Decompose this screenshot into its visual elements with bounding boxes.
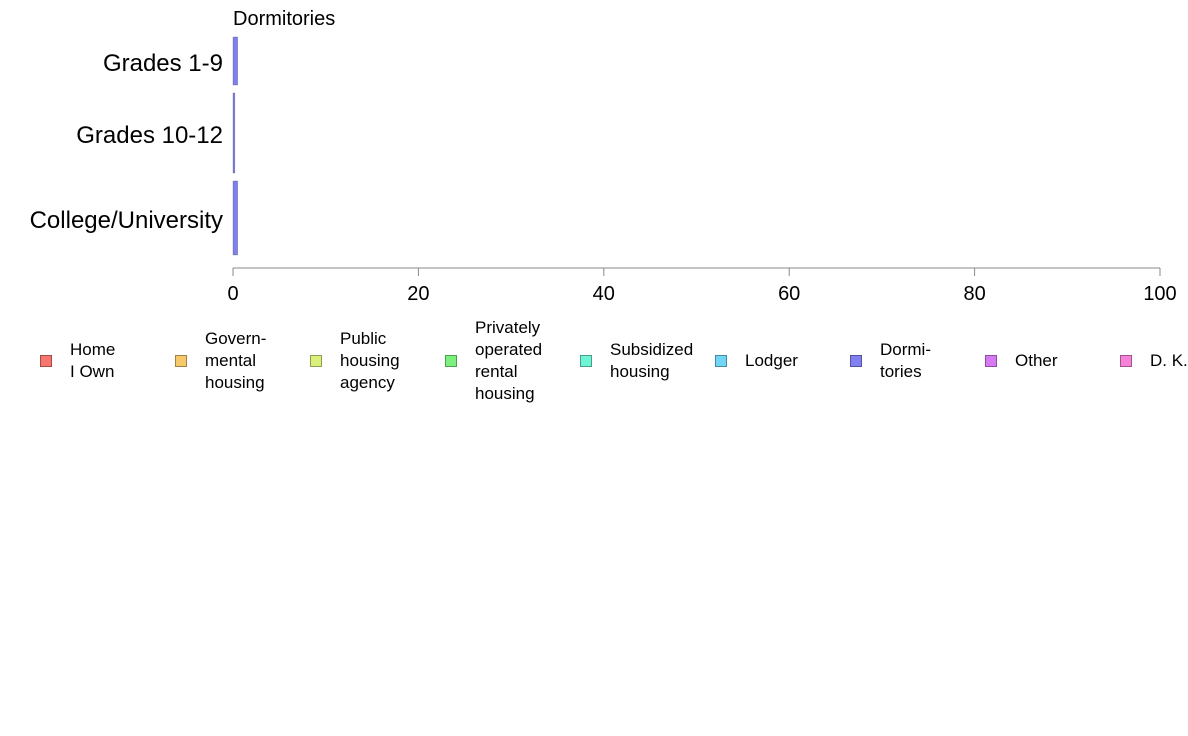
legend-item-dormi-tories: Dormi- tories <box>850 318 931 404</box>
legend-swatch <box>850 355 862 367</box>
chart-title: Dormitories <box>233 8 335 30</box>
x-tick-label-100: 100 <box>1143 283 1176 305</box>
y-label-college-university: College/University <box>30 207 223 234</box>
legend-swatch <box>580 355 592 367</box>
legend-label: Subsidized housing <box>610 340 694 381</box>
legend-swatch <box>445 355 457 367</box>
legend: Home I Own Govern- mental housing Public h… <box>0 318 1188 408</box>
bar-chart-svg: Dormitories Grades 1-9 Grades 10-12 Colleg… <box>30 8 1177 305</box>
x-tick-label-40: 40 <box>593 283 615 305</box>
legend-swatch <box>310 355 322 367</box>
legend-item-privately-operated-rental-housing: Privately operated rental housing <box>445 318 542 404</box>
bar-grades-1-9-dormi-tories <box>232 36 238 86</box>
legend-label: Public housing agency <box>340 329 400 392</box>
legend-item-subsidized-housing: Subsidized housing <box>580 318 693 404</box>
chart: Dormitories Grades 1-9 Grades 10-12 Colleg… <box>30 8 1177 305</box>
legend-label: Dormi- tories <box>880 340 931 381</box>
bar-college-university-dormi-tories <box>232 180 238 256</box>
x-tick-label-60: 60 <box>778 283 800 305</box>
legend-item-home-i-own: Home I Own <box>40 318 115 404</box>
x-tick-label-80: 80 <box>963 283 985 305</box>
y-label-grades-1-9: Grades 1-9 <box>103 50 223 77</box>
legend-label: Other <box>1015 351 1058 370</box>
y-axis-labels: Grades 1-9 Grades 10-12 College/University <box>30 50 223 234</box>
legend-item-d-k: D. K. <box>1120 318 1188 404</box>
legend-swatch <box>1120 355 1132 367</box>
y-label-grades-10-12: Grades 10-12 <box>76 122 223 149</box>
legend-item-public-housing-agency: Public housing agency <box>310 318 400 404</box>
legend-item-govern-mental-housing: Govern- mental housing <box>175 318 266 404</box>
legend-label: Home I Own <box>70 340 116 381</box>
x-tick-label-20: 20 <box>407 283 429 305</box>
legend-swatch <box>715 355 727 367</box>
legend-label: Privately operated rental housing <box>475 318 543 403</box>
bars-group <box>232 36 238 256</box>
legend-label: D. K. <box>1150 351 1188 370</box>
legend-swatch <box>175 355 187 367</box>
legend-swatch <box>985 355 997 367</box>
legend-label: Govern- mental housing <box>205 329 267 392</box>
x-tick-label-0: 0 <box>227 283 238 305</box>
x-axis-ticks: 0 20 40 60 80 100 <box>227 268 1177 305</box>
legend-item-lodger: Lodger <box>715 318 798 404</box>
legend-item-other: Other <box>985 318 1058 404</box>
bar-grades-10-12-dormi-tories <box>232 92 236 174</box>
legend-swatch <box>40 355 52 367</box>
legend-label: Lodger <box>745 351 798 370</box>
